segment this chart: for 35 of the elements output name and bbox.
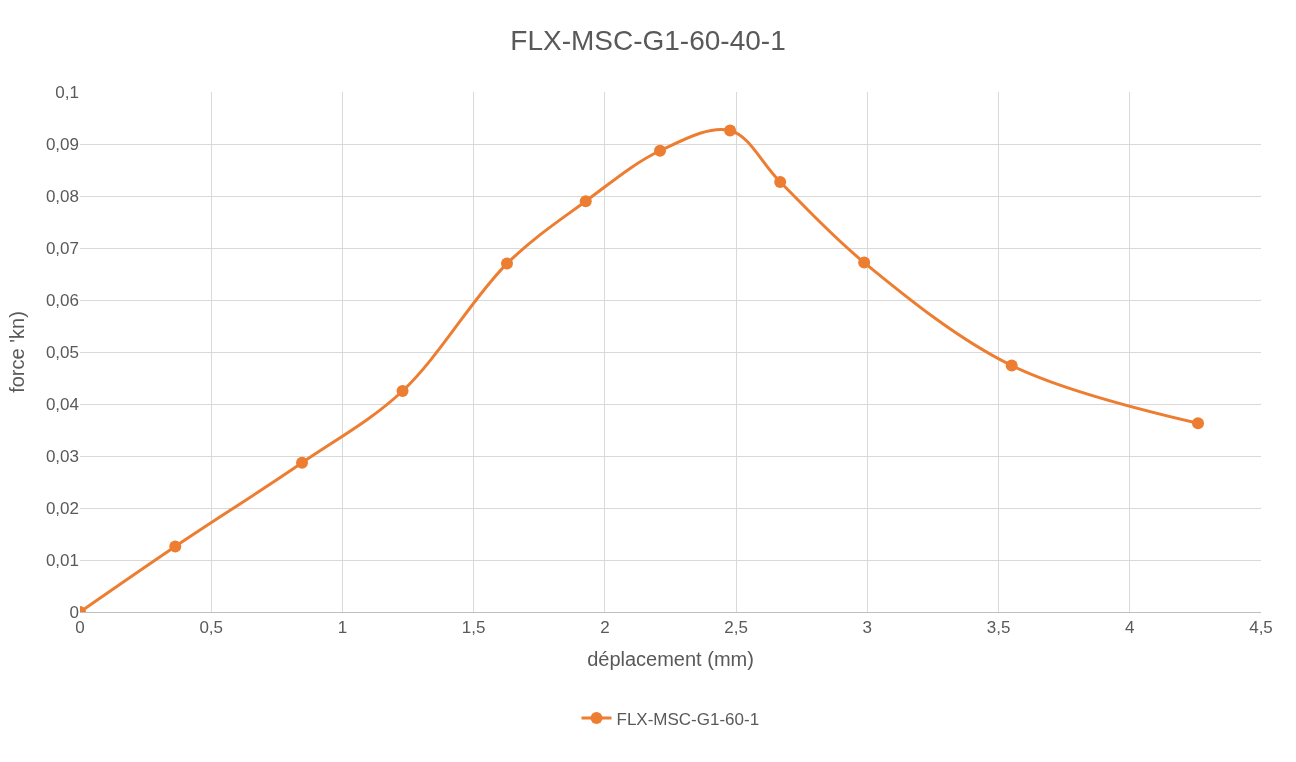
point bbox=[501, 257, 513, 270]
x-axis-title: déplacement (mm) bbox=[587, 647, 754, 670]
x-tick-label: 4 bbox=[1125, 618, 1135, 638]
point bbox=[654, 144, 666, 157]
point bbox=[579, 195, 592, 208]
point bbox=[858, 256, 871, 269]
point bbox=[296, 456, 309, 469]
x-tick-label: 1,5 bbox=[461, 618, 486, 638]
y-tick-label: 0,01 bbox=[45, 550, 79, 570]
chart-title: FLX-MSC-G1-60-40-1 bbox=[510, 25, 786, 57]
x-tick-label: 0,5 bbox=[199, 618, 224, 638]
y-tick-label: 0,02 bbox=[45, 498, 79, 518]
y-tick-label: 0,08 bbox=[45, 186, 79, 206]
y-tick-label: 0,05 bbox=[45, 342, 79, 362]
point bbox=[1005, 359, 1018, 372]
point bbox=[1192, 417, 1205, 430]
x-tick-label: 1 bbox=[337, 618, 348, 638]
y-axis-title: force 'kn) bbox=[6, 311, 29, 393]
x-tick-label: 3 bbox=[862, 618, 873, 638]
point bbox=[774, 175, 787, 188]
y-tick-label: 0,09 bbox=[45, 134, 79, 154]
point bbox=[724, 124, 737, 137]
x-tick-label: 2 bbox=[600, 618, 610, 638]
point bbox=[396, 385, 409, 397]
y-tick-label: 0,1 bbox=[55, 82, 79, 102]
x-tick-label: 4,5 bbox=[1249, 618, 1273, 638]
legend-label: FLX-MSC-G1-60-1 bbox=[616, 709, 760, 729]
y-tick-label: 0,07 bbox=[45, 238, 79, 258]
x-tick-label: 3,5 bbox=[986, 618, 1011, 638]
y-tick-label: 0,06 bbox=[45, 290, 79, 310]
x-tick-label: 2,5 bbox=[724, 618, 748, 638]
y-tick-label: 0,03 bbox=[45, 446, 79, 466]
y-tick-label: 0,04 bbox=[45, 394, 79, 414]
point bbox=[169, 540, 182, 553]
y-tick-label: 0 bbox=[69, 602, 79, 622]
